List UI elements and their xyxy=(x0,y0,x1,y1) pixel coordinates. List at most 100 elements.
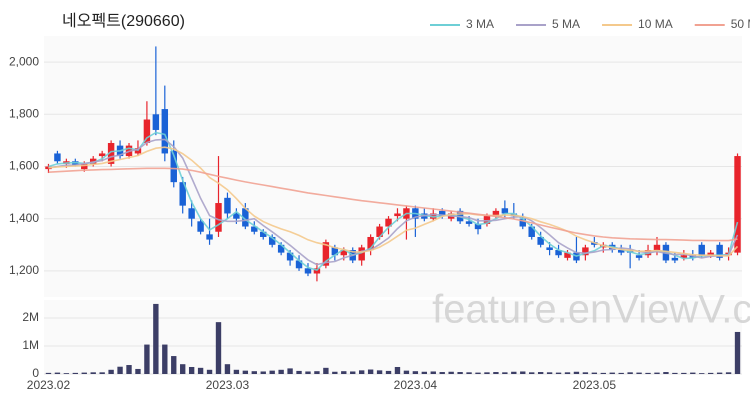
volume-bar xyxy=(591,372,598,374)
candle-body xyxy=(188,208,195,219)
candle-body xyxy=(734,156,741,253)
volume-bar xyxy=(188,366,195,374)
candle-body xyxy=(528,226,535,237)
volume-bar xyxy=(135,368,141,374)
candle-body xyxy=(438,210,446,217)
volume-bar xyxy=(457,372,463,374)
chart-title: 네오펙트(290660) xyxy=(62,12,185,30)
volume-bar xyxy=(609,372,615,374)
volume-bar xyxy=(162,344,168,374)
y-tick-label: 0 xyxy=(32,366,39,380)
volume-bar xyxy=(618,372,624,374)
volume-bar xyxy=(278,369,284,374)
candle-body xyxy=(546,247,553,251)
volume-bar xyxy=(484,372,490,374)
candle-body xyxy=(635,255,643,258)
y-tick-label: 1,200 xyxy=(9,263,39,277)
legend-label: 10 MA xyxy=(638,17,673,31)
candle-body xyxy=(376,226,383,237)
volume-bar xyxy=(180,364,186,374)
candle-body xyxy=(564,252,571,258)
candle-body xyxy=(54,153,61,162)
candle-body xyxy=(358,247,365,261)
volume-bar xyxy=(546,372,553,374)
candle-body xyxy=(465,221,473,224)
candle-body xyxy=(242,208,249,227)
volume-bar xyxy=(171,356,177,374)
volume-bar xyxy=(323,367,329,374)
x-tick-label: 2023.05 xyxy=(573,378,617,392)
x-tick-label: 2023.02 xyxy=(27,378,71,392)
x-tick-label: 2023.04 xyxy=(394,378,438,392)
candle-body xyxy=(653,244,661,251)
volume-bar xyxy=(314,371,320,374)
volume-bar xyxy=(555,372,562,374)
candle-body xyxy=(286,252,294,261)
candle-body xyxy=(394,213,401,217)
ma-line xyxy=(48,167,738,242)
volume-bar xyxy=(466,372,472,374)
candle-body xyxy=(617,250,625,253)
volume-bar xyxy=(672,372,678,374)
candle-body xyxy=(215,203,222,232)
volume-bar xyxy=(153,303,159,374)
volume-bar xyxy=(475,372,481,374)
volume-panel xyxy=(44,300,742,374)
volume-bar xyxy=(394,366,401,374)
volume-bar xyxy=(90,372,96,374)
ma-line xyxy=(48,146,739,257)
volume-bar xyxy=(663,372,669,374)
volume-bar xyxy=(645,372,651,374)
candle-body xyxy=(716,244,723,258)
volume-bar xyxy=(421,371,428,374)
volume-bar xyxy=(376,370,383,374)
volume-bar xyxy=(144,344,150,374)
volume-bar xyxy=(287,368,293,374)
candle-body xyxy=(295,260,303,269)
volume-bar xyxy=(520,371,526,374)
volume-bar xyxy=(448,371,454,374)
y-tick-label: 2M xyxy=(22,310,39,324)
candle-body xyxy=(322,242,330,266)
candle-body xyxy=(152,114,160,130)
volume-bar xyxy=(126,365,132,374)
volume-bar xyxy=(430,371,436,374)
candle-body xyxy=(179,182,186,206)
volume-bar xyxy=(45,372,52,374)
candle-body xyxy=(197,221,204,232)
volume-bar xyxy=(305,371,311,374)
y-tick-label: 1,400 xyxy=(9,211,39,225)
y-tick-label: 2,000 xyxy=(9,54,39,68)
candle-body xyxy=(45,166,52,170)
volume-bar xyxy=(636,372,642,374)
candle-body xyxy=(206,234,213,240)
volume-bar xyxy=(99,372,105,374)
y-tick-label: 1,800 xyxy=(9,106,39,120)
candle-body xyxy=(304,268,312,274)
candle-body xyxy=(268,236,276,245)
candle-body xyxy=(474,223,482,230)
volume-bar xyxy=(206,369,213,374)
candle-body xyxy=(224,197,231,214)
candle-body xyxy=(707,252,714,256)
candle-body xyxy=(385,218,392,227)
volume-bar xyxy=(242,370,249,374)
volume-bar xyxy=(699,373,705,374)
volume-bar xyxy=(654,372,660,374)
candle-body xyxy=(170,150,177,183)
volume-bar xyxy=(63,373,70,374)
volume-bar xyxy=(439,372,445,374)
volume-bar xyxy=(511,371,517,374)
candle-body xyxy=(251,226,258,232)
volume-bar xyxy=(215,322,222,374)
ma-line xyxy=(48,138,739,266)
candle-body xyxy=(698,244,705,256)
candle-body xyxy=(671,257,679,261)
candle-body xyxy=(519,218,526,227)
legend-label: 5 MA xyxy=(552,17,580,31)
volume-bar xyxy=(197,367,204,374)
y-tick-label: 1,600 xyxy=(9,159,39,173)
candle-body xyxy=(492,210,500,217)
volume-bar xyxy=(367,369,374,374)
